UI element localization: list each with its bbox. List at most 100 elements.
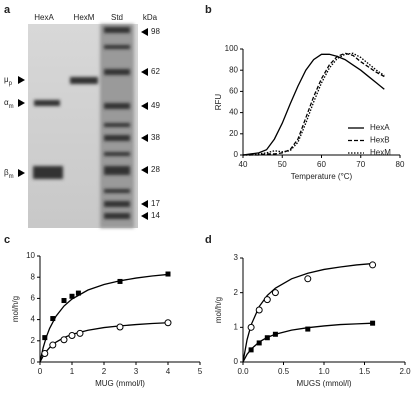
x-tick-label: 70 xyxy=(356,160,365,169)
x-tick-label: 0 xyxy=(38,367,43,376)
point xyxy=(61,298,67,304)
x-tick-label: 0.5 xyxy=(278,367,290,376)
x-axis-label: Temperature (°C) xyxy=(291,172,353,181)
arrow xyxy=(141,134,148,142)
marker-label: 38 xyxy=(151,133,160,142)
point xyxy=(304,275,312,283)
y-tick-label: 0 xyxy=(31,357,36,366)
x-tick-label: 60 xyxy=(317,160,326,169)
arrow xyxy=(18,76,25,84)
arrow xyxy=(18,169,25,177)
point xyxy=(264,335,270,341)
lane-label: Std xyxy=(111,13,123,22)
gel xyxy=(28,24,138,228)
point xyxy=(272,331,278,337)
band-symbol: α xyxy=(4,98,9,107)
point xyxy=(60,336,68,344)
point xyxy=(164,319,172,327)
y-tick-label: 1 xyxy=(234,322,239,331)
line xyxy=(243,52,385,156)
marker-label: 28 xyxy=(151,165,160,174)
y-tick-label: 20 xyxy=(229,129,238,138)
arrow xyxy=(18,99,25,107)
arrow xyxy=(141,212,148,220)
y-tick-label: 6 xyxy=(31,294,36,303)
y-tick-label: 10 xyxy=(26,251,35,260)
fit-curve xyxy=(39,273,169,363)
y-tick-label: 2 xyxy=(234,288,239,297)
point xyxy=(75,290,81,296)
y-tick-label: 3 xyxy=(234,253,239,262)
line xyxy=(243,52,385,156)
arrow xyxy=(141,166,148,174)
y-tick-label: 0 xyxy=(234,357,239,366)
band-subscript: m xyxy=(9,104,14,110)
point xyxy=(271,289,279,297)
arrow xyxy=(141,28,148,36)
marker-label: 98 xyxy=(151,27,160,36)
x-tick-label: 80 xyxy=(396,160,405,169)
y-tick-label: 100 xyxy=(225,44,239,53)
point xyxy=(263,296,271,304)
arrow xyxy=(141,102,148,110)
point xyxy=(117,278,123,284)
y-axis-label: RFU xyxy=(214,94,223,111)
band-label: βm xyxy=(4,168,14,179)
point xyxy=(305,326,311,332)
x-tick-label: 1.0 xyxy=(318,367,330,376)
gel-bands xyxy=(33,27,130,219)
y-tick-label: 8 xyxy=(31,272,36,281)
legend-label: HexB xyxy=(370,136,390,145)
lane-label: HexM xyxy=(74,13,95,22)
point xyxy=(41,350,49,358)
point xyxy=(256,340,262,346)
marker-label: 49 xyxy=(151,101,160,110)
point xyxy=(68,332,76,339)
marker-label: 62 xyxy=(151,67,160,76)
x-tick-label: 3 xyxy=(134,367,139,376)
panel-label: a xyxy=(4,4,11,16)
legend-label: HexA xyxy=(370,123,390,132)
point xyxy=(255,306,263,314)
point xyxy=(248,347,254,353)
x-tick-label: 40 xyxy=(239,160,248,169)
band-subscript: p xyxy=(9,81,13,87)
x-axis-label: MUGS (mmol/l) xyxy=(296,379,351,388)
x-axis-label: MUG (mmol/l) xyxy=(95,379,145,388)
band-symbol: β xyxy=(4,168,9,177)
arrow xyxy=(141,200,148,208)
x-tick-label: 2.0 xyxy=(399,367,411,376)
point xyxy=(50,316,56,322)
arrow xyxy=(141,68,148,76)
y-tick-label: 2 xyxy=(31,336,36,345)
point xyxy=(69,293,75,299)
y-tick-label: 60 xyxy=(229,87,238,96)
point xyxy=(369,261,377,269)
point xyxy=(370,320,376,326)
panel-label: b xyxy=(205,4,212,16)
x-tick-label: 4 xyxy=(166,367,171,376)
y-axis-label: mol/h/g xyxy=(11,296,20,322)
band-subscript: m xyxy=(9,174,14,180)
y-tick-label: 80 xyxy=(229,65,238,74)
marker-label: 14 xyxy=(151,211,160,220)
point xyxy=(247,323,255,331)
marker-label: 17 xyxy=(151,199,160,208)
x-tick-label: 2 xyxy=(102,367,107,376)
fit-curve xyxy=(39,322,169,363)
y-axis-label: mol/h/g xyxy=(214,297,223,323)
point xyxy=(49,341,57,349)
legend-label: HexM xyxy=(370,148,391,157)
band-label: μp xyxy=(4,75,13,86)
y-tick-label: 0 xyxy=(234,150,239,159)
point xyxy=(116,323,124,331)
x-tick-label: 50 xyxy=(278,160,287,169)
lane-label: HexA xyxy=(34,13,54,22)
x-tick-label: 5 xyxy=(198,367,203,376)
point xyxy=(165,271,171,277)
x-tick-label: 1 xyxy=(70,367,75,376)
point xyxy=(42,335,48,341)
band-symbol: μ xyxy=(4,75,9,84)
band-label: αm xyxy=(4,98,14,109)
